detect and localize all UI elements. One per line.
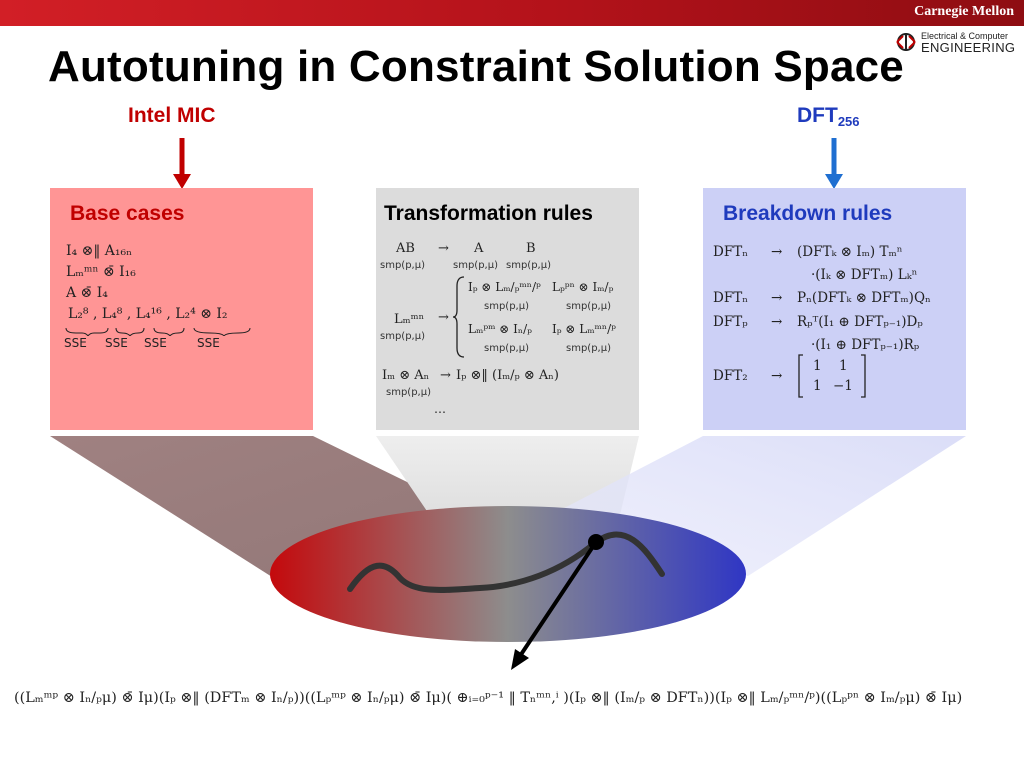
rule2-opt2b-smp: smp(p,μ) [566,343,611,354]
r2-arrow: → [771,290,783,306]
base-line-1: I₄ ⊗‖ A₁₆ₙ [66,243,133,259]
rule2-lhs: Lₘᵐⁿ [394,312,425,327]
sse-underbraces [65,327,251,336]
base-line-2: Lₘᵐⁿ ⊗̄ I₁₆ [66,264,136,280]
rule2-opt1b-smp: smp(p,μ) [566,301,611,312]
matrix-cell: 1 [813,358,822,374]
rule3-arrow: → [440,368,451,383]
rule3-lhs: Iₘ ⊗ Aₙ [382,368,430,383]
sse-label: SSE [64,336,87,350]
logo-line-1: Electrical & Computer [921,31,1009,41]
ece-logo: Electrical & Computer ENGINEERING [894,30,1016,56]
dft2-matrix-brackets [798,354,866,398]
derived-formula: ((Lₘᵐᵖ ⊗ Iₙ/ₚμ) ⊗̄ Iμ)(Iₚ ⊗‖ (DFTₘ ⊗ Iₙ/… [14,690,963,706]
r4-arrow: → [771,368,783,384]
ece-mark-icon [896,33,916,51]
rule1-rhs-b-smp: smp(p,μ) [506,260,551,271]
matrix-cell: 1 [839,358,848,374]
rule3-rhs: Iₚ ⊗‖ (Iₘ/ₚ ⊗ Aₙ) [456,368,559,383]
rule1-rhs-a: A [474,241,484,256]
r3-rhs-1: Rₚᵀ(I₁ ⊕ DFTₚ₋₁)Dₚ [797,314,923,330]
transformation-rules-heading: Transformation rules [384,202,593,225]
r1-rhs-1: (DFTₖ ⊗ Iₘ) Tₘⁿ [797,244,903,260]
rule2-opt2a: Lₘᵖᵐ ⊗ Iₙ/ₚ [468,322,532,336]
r2-lhs: DFTₙ [713,290,749,306]
r1-lhs: DFTₙ [713,244,749,260]
solution-space-ellipse [270,506,746,642]
arrow-dft-head [825,174,843,189]
r3-lhs: DFTₚ [713,314,748,330]
logo-line-2: ENGINEERING [921,40,1016,55]
base-cases-heading: Base cases [70,202,185,225]
base-line-3: A ⊗̄ I₄ [66,285,108,301]
rule1-arrow: → [438,241,449,256]
matrix-cell: −1 [833,378,853,394]
rule3-lhs-smp: smp(p,μ) [386,387,431,398]
r1-arrow: → [771,244,783,260]
rule2-opt2b: Iₚ ⊗ Lₘᵐⁿ/ᵖ [552,322,616,336]
rule2-brace-icon [452,276,465,358]
rule1-lhs-smp: smp(p,μ) [380,260,425,271]
breakdown-rules-heading: Breakdown rules [723,202,893,225]
base-line-4: L₂⁸ , L₄⁸ , L₄¹⁶ , L₂⁴ ⊗ I₂ [68,306,228,322]
r3-rhs-2: ·(I₁ ⊕ DFTₚ₋₁)Rₚ [811,337,920,353]
selection-arrow [518,540,598,658]
search-curve [347,531,665,593]
rule1-lhs: AB [396,241,415,256]
tag-dft: DFT256 [797,104,860,129]
breakdown-rules-box: Breakdown rules DFTₙ → (DFTₖ ⊗ Iₘ) Tₘⁿ ·… [703,188,966,430]
r3-arrow: → [771,314,783,330]
header-bar: Carnegie Mellon [0,0,1024,26]
rule2-opt1a: Iₚ ⊗ Lₘ/ₚᵐⁿ/ᵖ [468,280,541,294]
rule1-rhs-b: B [526,241,536,256]
base-cases-box: Base cases I₄ ⊗‖ A₁₆ₙ Lₘᵐⁿ ⊗̄ I₁₆ A ⊗̄ I… [50,188,313,430]
selection-arrow-head [511,649,529,670]
r2-rhs: Pₙ(DFTₖ ⊗ DFTₘ)Qₙ [797,290,931,306]
sse-label: SSE [197,336,220,350]
r1-rhs-2: ·(Iₖ ⊗ DFTₘ) Lₖⁿ [811,267,918,283]
sse-label: SSE [105,336,128,350]
tag-dft-main: DFT [797,104,838,127]
university-name: Carnegie Mellon [914,4,1014,19]
rule2-opt1a-smp: smp(p,μ) [484,301,529,312]
sse-label: SSE [144,336,167,350]
rule2-opt2a-smp: smp(p,μ) [484,343,529,354]
slide-title: Autotuning in Constraint Solution Space [48,42,904,91]
rule1-rhs-a-smp: smp(p,μ) [453,260,498,271]
rule2-lhs-smp: smp(p,μ) [380,331,425,342]
transformation-rules-box: Transformation rules AB smp(p,μ) → A smp… [376,188,639,430]
r4-lhs: DFT₂ [713,368,748,384]
matrix-cell: 1 [813,378,822,394]
arrow-intel-mic-head [173,174,191,189]
rules-ellipsis: … [434,402,446,416]
tag-dft-sub: 256 [837,114,860,129]
tag-intel-mic: Intel MIC [128,104,216,127]
rule2-opt1b: Lₚᵖⁿ ⊗ Iₘ/ₚ [552,280,614,294]
rule2-arrow: → [438,310,449,325]
